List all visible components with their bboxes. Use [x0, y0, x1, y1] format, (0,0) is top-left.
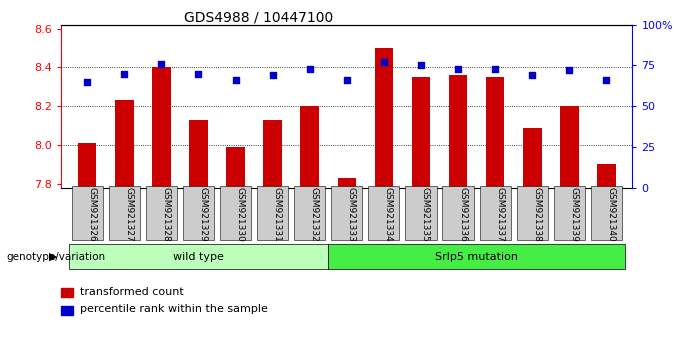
Point [527, 73, 538, 78]
FancyBboxPatch shape [69, 244, 328, 269]
Bar [301, 106, 319, 188]
FancyBboxPatch shape [328, 244, 625, 269]
Text: GSM921326: GSM921326 [87, 187, 96, 242]
Bar [115, 101, 133, 188]
Bar [375, 48, 393, 188]
Text: GSM921334: GSM921334 [384, 187, 393, 242]
Bar [226, 147, 245, 188]
Bar [189, 120, 207, 188]
Text: ▶: ▶ [50, 252, 58, 262]
FancyBboxPatch shape [220, 187, 251, 240]
Point [304, 66, 315, 72]
Point [230, 77, 241, 83]
Point [415, 63, 426, 68]
Text: transformed count: transformed count [80, 287, 184, 297]
Point [379, 59, 390, 65]
FancyBboxPatch shape [257, 187, 288, 240]
Point [490, 66, 500, 72]
Point [453, 66, 464, 72]
Point [601, 77, 612, 83]
Bar [337, 178, 356, 188]
FancyBboxPatch shape [71, 187, 103, 240]
Text: GSM921329: GSM921329 [199, 187, 207, 242]
Bar [78, 143, 97, 188]
Point [341, 77, 352, 83]
Point [564, 68, 575, 73]
Text: GSM921331: GSM921331 [273, 187, 282, 242]
FancyBboxPatch shape [517, 187, 548, 240]
Text: GSM921327: GSM921327 [124, 187, 133, 242]
FancyBboxPatch shape [294, 187, 325, 240]
Text: GSM921340: GSM921340 [607, 187, 615, 242]
Bar [152, 67, 171, 188]
Text: GSM921330: GSM921330 [235, 187, 245, 242]
Bar [486, 77, 505, 188]
Text: GSM921332: GSM921332 [309, 187, 319, 242]
FancyBboxPatch shape [479, 187, 511, 240]
FancyBboxPatch shape [109, 187, 140, 240]
Text: GSM921338: GSM921338 [532, 187, 541, 242]
Text: GSM921328: GSM921328 [161, 187, 171, 242]
Text: GDS4988 / 10447100: GDS4988 / 10447100 [184, 11, 333, 25]
Text: GSM921333: GSM921333 [347, 187, 356, 242]
Point [119, 71, 130, 76]
Bar [523, 127, 541, 188]
FancyBboxPatch shape [331, 187, 362, 240]
Text: Srlp5 mutation: Srlp5 mutation [435, 252, 518, 262]
Bar [449, 75, 467, 188]
Bar [263, 120, 282, 188]
FancyBboxPatch shape [443, 187, 474, 240]
FancyBboxPatch shape [554, 187, 585, 240]
Text: genotype/variation: genotype/variation [7, 252, 106, 262]
Text: percentile rank within the sample: percentile rank within the sample [80, 304, 268, 314]
FancyBboxPatch shape [369, 187, 399, 240]
Text: GSM921335: GSM921335 [421, 187, 430, 242]
Bar [560, 106, 579, 188]
Point [193, 71, 204, 76]
Point [267, 73, 278, 78]
Bar [597, 164, 615, 188]
Text: GSM921339: GSM921339 [569, 187, 579, 242]
Bar [411, 77, 430, 188]
Text: GSM921337: GSM921337 [495, 187, 504, 242]
FancyBboxPatch shape [146, 187, 177, 240]
FancyBboxPatch shape [405, 187, 437, 240]
Text: GSM921336: GSM921336 [458, 187, 467, 242]
Point [82, 79, 92, 85]
FancyBboxPatch shape [591, 187, 622, 240]
Text: wild type: wild type [173, 252, 224, 262]
Point [156, 61, 167, 67]
FancyBboxPatch shape [183, 187, 214, 240]
